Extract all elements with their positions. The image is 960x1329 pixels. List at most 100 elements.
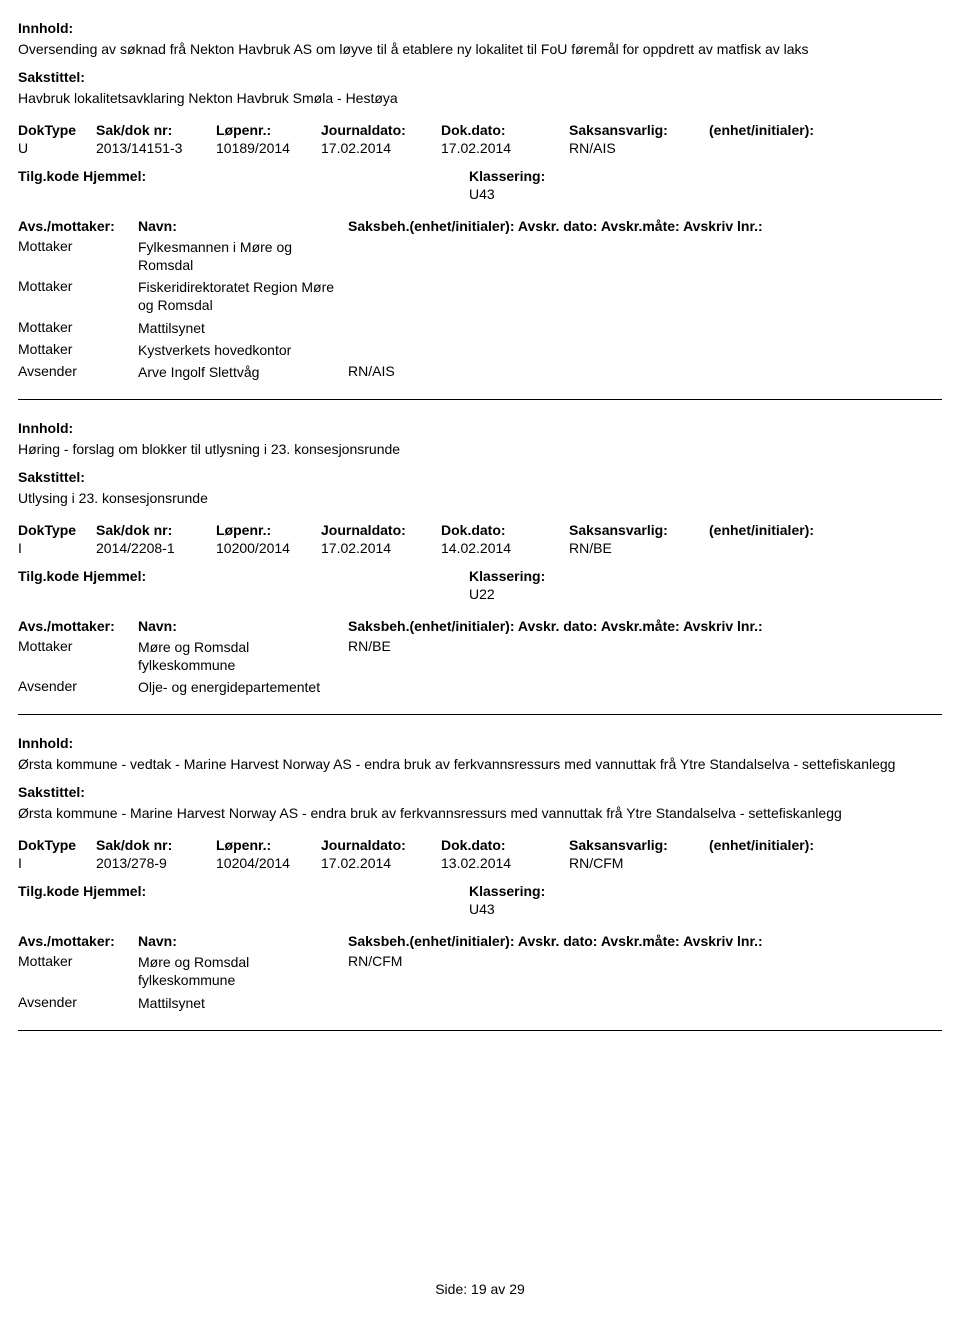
avsmottaker-label: Avs./mottaker: — [18, 218, 138, 234]
party-row: MottakerMattilsynet — [18, 319, 942, 337]
meta-value-sakdok: 2013/278-9 — [96, 853, 216, 871]
party-row: MottakerFylkesmannen i Møre og Romsdal — [18, 238, 942, 274]
meta-col-saksansvarlig: Saksansvarlig:RN/AIS — [569, 122, 709, 156]
party-name: Fiskeridirektoratet Region Møre og Romsd… — [138, 278, 348, 314]
meta-value-journaldato: 17.02.2014 — [321, 853, 441, 871]
klassering-value: U43 — [469, 184, 545, 202]
meta-value-doktype: I — [18, 853, 96, 871]
tilgkode-label: Tilg.kode — [18, 883, 79, 899]
page-total: 29 — [509, 1281, 525, 1297]
party-row: AvsenderOlje- og energidepartementet — [18, 678, 942, 696]
meta-col-sakdok: Sak/dok nr:2013/278-9 — [96, 837, 216, 871]
side-label: Side: — [435, 1281, 467, 1297]
party-row: MottakerKystverkets hovedkontor — [18, 341, 942, 359]
meta-header-saksansvarlig: Saksansvarlig: — [569, 837, 709, 853]
meta-value-lopenr: 10189/2014 — [216, 138, 321, 156]
navn-label: Navn: — [138, 618, 348, 634]
meta-header-doktype: DokType — [18, 122, 96, 138]
meta-header-doktype: DokType — [18, 522, 96, 538]
navn-label: Navn: — [138, 218, 348, 234]
meta-col-journaldato: Journaldato:17.02.2014 — [321, 522, 441, 556]
meta-col-enhet: (enhet/initialer): — [709, 122, 869, 156]
klassering-label: Klassering: — [469, 883, 545, 899]
meta-row: DokTypeUSak/dok nr:2013/14151-3Løpenr.:1… — [18, 122, 942, 156]
meta-value-sakdok: 2013/14151-3 — [96, 138, 216, 156]
meta-value-saksansvarlig: RN/BE — [569, 538, 709, 556]
meta-header-journaldato: Journaldato: — [321, 522, 441, 538]
page-footer: Side: 19 av 29 — [18, 1281, 942, 1297]
party-name: Møre og Romsdal fylkeskommune — [138, 953, 348, 989]
meta-col-saksansvarlig: Saksansvarlig:RN/BE — [569, 522, 709, 556]
avsmottaker-label: Avs./mottaker: — [18, 618, 138, 634]
klassering-block: Klassering:U43 — [469, 168, 545, 202]
meta-col-doktype: DokTypeI — [18, 522, 96, 556]
meta-header-sakdok: Sak/dok nr: — [96, 122, 216, 138]
innhold-text: Ørsta kommune - vedtak - Marine Harvest … — [18, 755, 942, 774]
entry-divider — [18, 714, 942, 715]
party-saksbeh: RN/CFM — [348, 953, 942, 969]
meta-value-journaldato: 17.02.2014 — [321, 138, 441, 156]
party-saksbeh: RN/AIS — [348, 363, 942, 379]
meta-col-enhet: (enhet/initialer): — [709, 522, 869, 556]
meta-header-enhet: (enhet/initialer): — [709, 837, 869, 853]
party-role: Mottaker — [18, 638, 138, 654]
sakstittel-label: Sakstittel: — [18, 69, 942, 85]
party-name: Arve Ingolf Slettvåg — [138, 363, 348, 381]
meta-header-sakdok: Sak/dok nr: — [96, 522, 216, 538]
party-name: Fylkesmannen i Møre og Romsdal — [138, 238, 348, 274]
sakstittel-text: Havbruk lokalitetsavklaring Nekton Havbr… — [18, 89, 942, 108]
meta-header-lopenr: Løpenr.: — [216, 522, 321, 538]
party-role: Avsender — [18, 678, 138, 694]
hjemmel-label: Hjemmel: — [83, 168, 146, 184]
meta-row: DokTypeISak/dok nr:2014/2208-1Løpenr.:10… — [18, 522, 942, 556]
party-name: Olje- og energidepartementet — [138, 678, 348, 696]
tilgkode-hjemmel-label: Tilg.kode Hjemmel: — [18, 568, 469, 602]
journal-entry: Innhold:Ørsta kommune - vedtak - Marine … — [18, 735, 942, 1011]
meta-header-enhet: (enhet/initialer): — [709, 122, 869, 138]
parties-header: Avs./mottaker:Navn:Saksbeh.(enhet/initia… — [18, 618, 942, 634]
meta-value-dokdato: 17.02.2014 — [441, 138, 569, 156]
saksbeh-header: Saksbeh.(enhet/initialer): Avskr. dato: … — [348, 618, 942, 634]
meta-value-lopenr: 10204/2014 — [216, 853, 321, 871]
hjemmel-label: Hjemmel: — [83, 568, 146, 584]
entry-divider — [18, 1030, 942, 1031]
party-name: Kystverkets hovedkontor — [138, 341, 348, 359]
meta-col-lopenr: Løpenr.:10189/2014 — [216, 122, 321, 156]
innhold-text: Oversending av søknad frå Nekton Havbruk… — [18, 40, 942, 59]
party-role: Avsender — [18, 994, 138, 1010]
meta-value-saksansvarlig: RN/CFM — [569, 853, 709, 871]
journal-entry: Innhold:Oversending av søknad frå Nekton… — [18, 20, 942, 381]
innhold-text: Høring - forslag om blokker til utlysnin… — [18, 440, 942, 459]
party-role: Mottaker — [18, 341, 138, 357]
party-role: Mottaker — [18, 319, 138, 335]
hjemmel-label: Hjemmel: — [83, 883, 146, 899]
meta-value-sakdok: 2014/2208-1 — [96, 538, 216, 556]
meta-header-journaldato: Journaldato: — [321, 122, 441, 138]
meta-value-dokdato: 13.02.2014 — [441, 853, 569, 871]
party-role: Mottaker — [18, 278, 138, 294]
sakstittel-label: Sakstittel: — [18, 469, 942, 485]
innhold-label: Innhold: — [18, 420, 942, 436]
party-row: MottakerFiskeridirektoratet Region Møre … — [18, 278, 942, 314]
meta-header-enhet: (enhet/initialer): — [709, 522, 869, 538]
party-role: Mottaker — [18, 238, 138, 254]
meta-value-lopenr: 10200/2014 — [216, 538, 321, 556]
meta-col-doktype: DokTypeI — [18, 837, 96, 871]
journal-entry: Innhold: Høring - forslag om blokker til … — [18, 420, 942, 696]
sakstittel-text: Ørsta kommune - Marine Harvest Norway AS… — [18, 804, 942, 823]
meta-header-journaldato: Journaldato: — [321, 837, 441, 853]
meta-header-saksansvarlig: Saksansvarlig: — [569, 122, 709, 138]
saksbeh-header: Saksbeh.(enhet/initialer): Avskr. dato: … — [348, 218, 942, 234]
party-row: MottakerMøre og Romsdal fylkeskommuneRN/… — [18, 638, 942, 674]
meta-header-dokdato: Dok.dato: — [441, 522, 569, 538]
meta-header-lopenr: Løpenr.: — [216, 837, 321, 853]
meta-col-sakdok: Sak/dok nr:2013/14151-3 — [96, 122, 216, 156]
meta-col-sakdok: Sak/dok nr:2014/2208-1 — [96, 522, 216, 556]
tilgkode-label: Tilg.kode — [18, 568, 79, 584]
parties-header: Avs./mottaker:Navn:Saksbeh.(enhet/initia… — [18, 933, 942, 949]
avsmottaker-label: Avs./mottaker: — [18, 933, 138, 949]
av-label: av — [491, 1281, 506, 1297]
meta-value-doktype: U — [18, 138, 96, 156]
meta-header-dokdato: Dok.dato: — [441, 122, 569, 138]
tilg-row: Tilg.kode Hjemmel:Klassering:U22 — [18, 568, 942, 602]
